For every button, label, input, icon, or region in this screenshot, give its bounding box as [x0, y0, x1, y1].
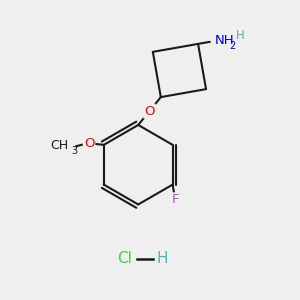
Text: NH: NH: [214, 34, 234, 47]
Text: Cl: Cl: [118, 251, 132, 266]
Text: F: F: [171, 194, 179, 206]
Text: H: H: [156, 251, 167, 266]
Text: CH: CH: [50, 139, 68, 152]
Text: 3: 3: [71, 146, 77, 156]
Text: O: O: [144, 104, 155, 118]
Text: H: H: [236, 28, 245, 42]
Text: O: O: [84, 137, 94, 150]
Text: 2: 2: [229, 41, 236, 51]
